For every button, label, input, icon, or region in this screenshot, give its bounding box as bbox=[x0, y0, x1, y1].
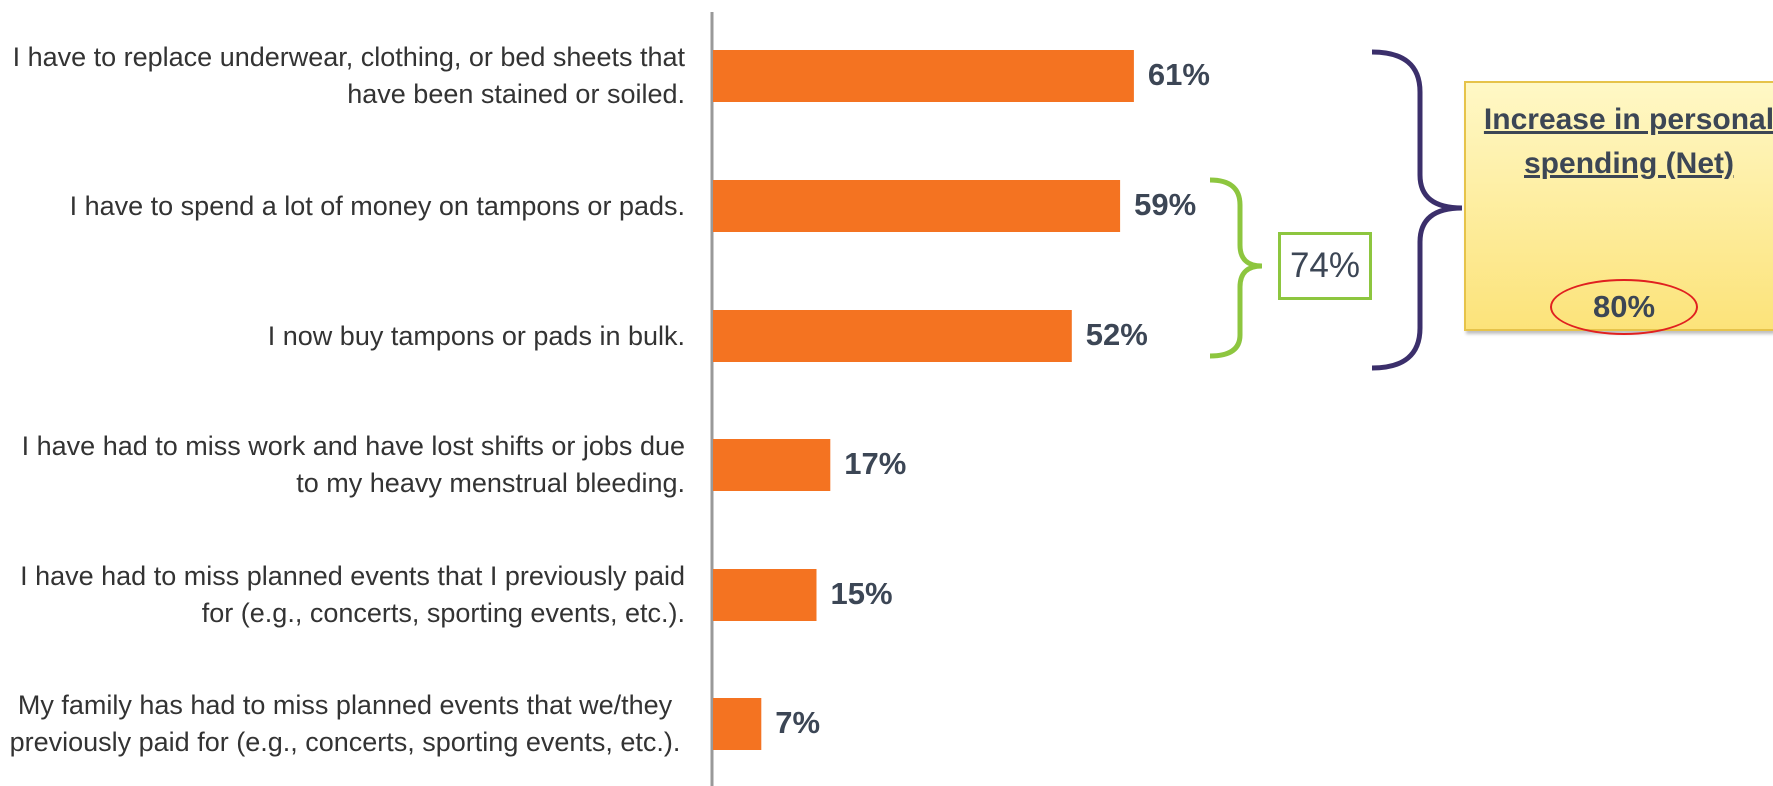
net-value-circle: 80% bbox=[1550, 279, 1698, 335]
bar-series bbox=[713, 50, 1134, 750]
category-label-text: I have had to miss planned events that I… bbox=[20, 561, 685, 628]
bar-3 bbox=[713, 310, 1072, 362]
value-label-1: 61% bbox=[1147, 57, 1210, 92]
value-label-3: 52% bbox=[1085, 317, 1148, 352]
category-label-text: My family has had to miss planned events… bbox=[9, 690, 681, 757]
category-label-2: I have to spend a lot of money on tampon… bbox=[0, 181, 685, 231]
value-label-6: 7% bbox=[775, 705, 821, 740]
bar-1 bbox=[713, 50, 1134, 102]
bar-4 bbox=[713, 439, 831, 491]
bar-6 bbox=[713, 698, 762, 750]
value-label-2: 59% bbox=[1134, 187, 1197, 222]
category-label-4: I have had to miss work and have lost sh… bbox=[0, 425, 685, 505]
category-label-3: I now buy tampons or pads in bulk. bbox=[0, 311, 685, 361]
value-label-5: 15% bbox=[830, 576, 893, 611]
value-label-4: 17% bbox=[844, 446, 907, 481]
bar-5 bbox=[713, 569, 817, 621]
net-callout-title: Increase in personal spending (Net) bbox=[1483, 103, 1773, 180]
group-net-box: 74% bbox=[1278, 232, 1372, 300]
net-value: 80% bbox=[1592, 289, 1656, 324]
net-brace bbox=[1371, 49, 1463, 371]
category-label-text: I now buy tampons or pads in bulk. bbox=[267, 320, 685, 351]
category-label-text: I have to spend a lot of money on tampon… bbox=[69, 190, 685, 221]
group-net-value: 74% bbox=[1289, 246, 1361, 285]
group-brace bbox=[1209, 177, 1263, 359]
bar-2 bbox=[713, 180, 1121, 232]
category-label-5: I have had to miss planned events that I… bbox=[0, 555, 685, 635]
category-label-6: My family has had to miss planned events… bbox=[0, 664, 685, 784]
net-callout-box: Increase in personal spending (Net) 80% bbox=[1464, 81, 1773, 335]
category-label-1: I have to replace underwear, clothing, o… bbox=[0, 36, 685, 116]
category-label-text: I have had to miss work and have lost sh… bbox=[21, 431, 685, 498]
category-label-text: I have to replace underwear, clothing, o… bbox=[12, 42, 685, 109]
